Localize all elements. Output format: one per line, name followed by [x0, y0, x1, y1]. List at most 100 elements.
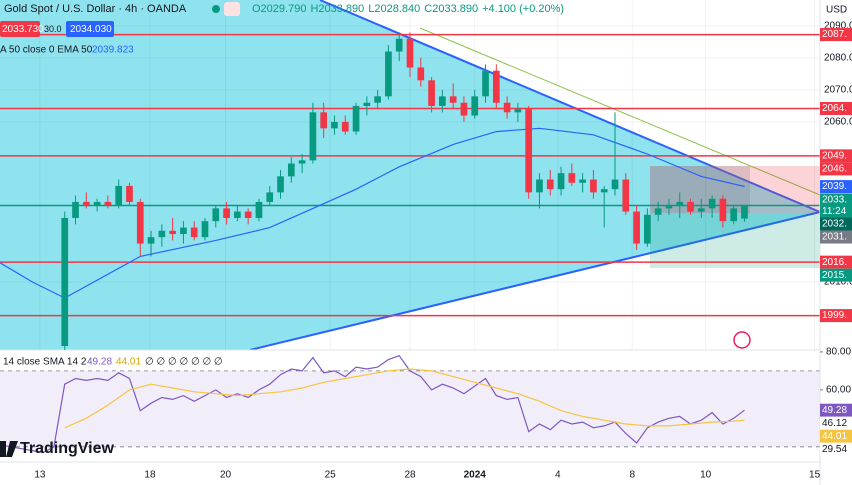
candle-body	[730, 208, 738, 222]
candle-body	[644, 214, 651, 244]
rsi-sma-value: 44.01	[116, 357, 141, 368]
spread: 30.0	[44, 24, 62, 34]
candle-body	[287, 163, 295, 177]
x-tick-label: 4	[555, 470, 561, 481]
candle-body	[136, 201, 144, 244]
candle-body	[611, 179, 619, 190]
candle-body	[385, 51, 392, 97]
x-tick-label: 8	[629, 470, 635, 481]
candle-body	[460, 102, 468, 116]
price-label-box	[820, 193, 852, 218]
candle-body	[439, 96, 446, 106]
candle-body	[244, 211, 252, 218]
candle-body	[654, 208, 662, 215]
ohlc-value: L2028.840	[368, 3, 420, 15]
change: +4.100 (+0.20%)	[482, 3, 564, 15]
y-tick-label: 2060.00	[824, 117, 852, 128]
triangle-lower	[249, 211, 821, 351]
price-label-box	[820, 180, 852, 194]
x-tick-label: 18	[144, 470, 156, 481]
candle-body	[406, 38, 414, 68]
rsi-extra: ∅ ∅ ∅ ∅ ∅ ∅ ∅	[145, 357, 223, 368]
candle-body	[590, 179, 597, 193]
alert-icon[interactable]	[733, 331, 751, 349]
candle-body	[546, 179, 554, 190]
y-tick-label: 60.00	[826, 385, 851, 396]
logo-icon	[0, 441, 18, 457]
x-tick-label: 25	[325, 470, 337, 481]
ema-value: 2039.823	[92, 45, 134, 56]
candle-body	[255, 201, 263, 218]
buy-button[interactable]	[66, 21, 114, 37]
candle-body	[514, 109, 522, 113]
candle-body	[352, 105, 360, 132]
price-label-box	[820, 429, 852, 443]
candle-body	[482, 70, 489, 97]
candle-body	[676, 201, 684, 206]
y-tick-label: 2010.00	[824, 277, 852, 288]
x-tick-label: 20	[220, 470, 232, 481]
candle-body	[395, 38, 403, 52]
x-tick-label: 15	[809, 470, 821, 481]
rsi-plot	[0, 354, 820, 454]
candle-body	[104, 201, 112, 206]
x-tick-label: 2024	[464, 470, 487, 481]
rsi-value: 49.28	[87, 357, 112, 368]
price-label: 2032.	[822, 219, 847, 230]
candle-body	[309, 112, 317, 161]
sell-button[interactable]	[0, 21, 40, 37]
candle-body	[158, 230, 166, 238]
main-pane	[0, 0, 820, 350]
price-label: 46.12	[822, 418, 847, 429]
candle-body	[568, 173, 576, 183]
price-label-box	[820, 149, 852, 163]
candle-body	[320, 112, 328, 129]
price-label: 2033.	[822, 195, 847, 206]
candle-body	[201, 221, 209, 238]
header: Gold Spot / U.S. Dollar · 4h · OANDA O20…	[0, 2, 847, 457]
candle-body	[687, 201, 694, 212]
ema-legend: A 50 close 0 EMA 50	[0, 45, 93, 56]
rsi-legend: 14 close SMA 14 2	[3, 357, 87, 368]
x-tick-label: 28	[404, 470, 416, 481]
candle-body	[449, 96, 457, 103]
candle-body	[622, 179, 630, 212]
candle-body	[503, 102, 511, 113]
price-label: 29.54	[822, 444, 847, 455]
price-label: 2049.	[822, 151, 847, 162]
y-tick-label: 2070.00	[824, 85, 852, 96]
approx-icon[interactable]	[224, 2, 240, 16]
candle-body	[600, 189, 608, 193]
candle-body	[374, 96, 381, 103]
price-label: 2016.	[822, 257, 847, 268]
price-label: 2087.	[822, 29, 847, 40]
price-label-box	[820, 230, 852, 244]
candle-body	[266, 192, 274, 202]
candle-body	[633, 211, 640, 244]
symbol-title: Gold Spot / U.S. Dollar · 4h · OANDA	[4, 3, 187, 15]
price-label-box	[820, 162, 852, 176]
x-tick-label: 10	[700, 470, 712, 481]
price-label: 2015.	[822, 270, 847, 281]
candle-body	[93, 201, 101, 206]
y-tick-label: 2090.00	[824, 21, 852, 32]
candle-body	[223, 208, 230, 218]
candle-body	[363, 102, 371, 106]
bid: 2033.730	[2, 24, 44, 35]
countdown: 11:24	[822, 206, 847, 217]
price-label-box	[820, 28, 852, 42]
candle-body	[147, 237, 155, 244]
candle-body	[492, 70, 500, 103]
candle-body	[82, 201, 90, 206]
candle-body	[190, 227, 198, 238]
candle-body	[115, 185, 123, 206]
candle-body	[665, 205, 673, 209]
price-label-box	[820, 268, 852, 282]
ohlc: O2029.790 H2033.890 L2028.840 C2033.890 +4.1…	[252, 3, 564, 15]
candle-body	[341, 121, 349, 132]
time-axis	[0, 462, 852, 485]
candle-body	[234, 211, 241, 218]
candle-body	[298, 160, 306, 164]
ask: 2034.030	[70, 24, 112, 35]
